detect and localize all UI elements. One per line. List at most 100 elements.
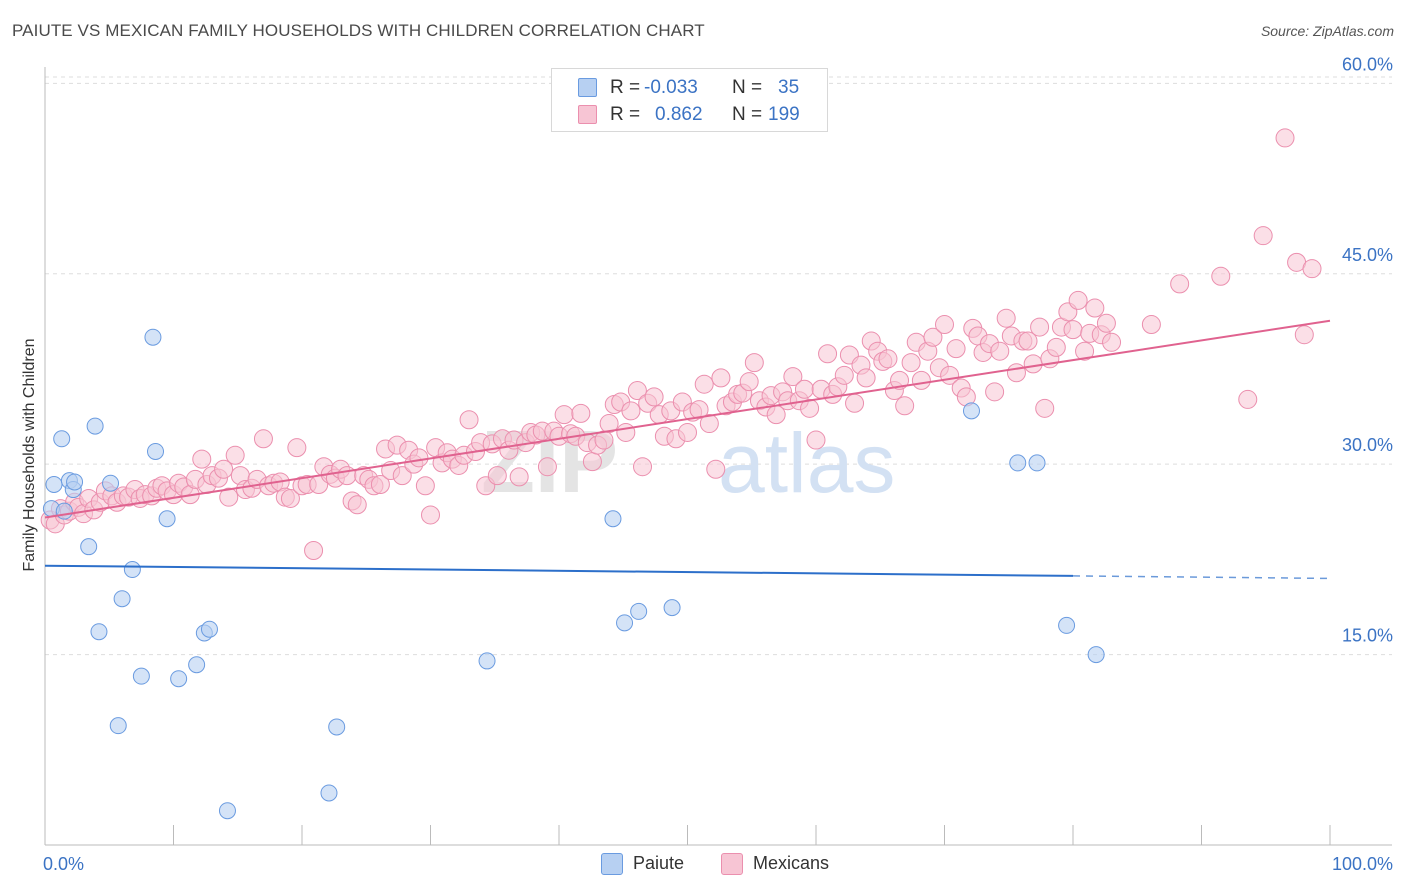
mexicans-point [280, 488, 300, 508]
legend-paiute-n-label: N = [732, 77, 763, 98]
mexicans-point [599, 414, 619, 434]
bottom-mexicans-swatch [721, 853, 743, 875]
mexicans-point [214, 459, 234, 479]
mexicans-point [1068, 290, 1088, 310]
bottom-paiute-label: Paiute [633, 853, 685, 873]
paiute-point [123, 561, 141, 579]
mexicans-point [1141, 315, 1161, 335]
mexicans-point [421, 505, 440, 525]
mexicans-point [800, 398, 820, 418]
mexicans-point [347, 495, 367, 515]
paiute-points [42, 328, 1105, 820]
paiute-point [200, 620, 218, 638]
mexicans-point [806, 430, 826, 450]
mexicans-point [996, 308, 1016, 328]
mexicans-point [794, 379, 814, 399]
paiute-point [132, 667, 150, 685]
paiute-swatch [578, 78, 597, 97]
paiute-point [1087, 646, 1105, 664]
mexicans-point [219, 487, 239, 507]
mexicans-point [1046, 337, 1066, 357]
source-label: Source: ZipAtlas.com [1260, 23, 1394, 39]
paiute-point [170, 670, 188, 688]
paiute-point [1009, 454, 1027, 472]
legend-mexicans-n-label: N = [732, 104, 763, 125]
mexicans-point [1238, 389, 1258, 409]
y-tick-label: 15.0% [1342, 626, 1393, 646]
mexicans-point [1170, 274, 1190, 294]
x-tick-label: 0.0% [43, 854, 84, 874]
mexicans-point [1096, 313, 1116, 333]
paiute-point [113, 590, 131, 608]
mexicans-point [834, 365, 854, 385]
mexicans-point [856, 368, 876, 388]
paiute-point [616, 614, 634, 632]
paiute-point [158, 510, 176, 528]
legend-paiute-r-label: R = [610, 77, 641, 98]
mexicans-point [487, 466, 507, 486]
mexicans-point [744, 353, 764, 373]
paiute-point [320, 784, 338, 802]
watermark-atlas: atlas [718, 416, 895, 510]
paiute-point [1058, 616, 1076, 634]
tick-labels: 15.0% 30.0% 45.0% 60.0% 0.0% 100.0% [43, 54, 1393, 874]
paiute-trend-line [44, 564, 1074, 577]
paiute-point [218, 802, 236, 820]
mexicans-point [990, 341, 1010, 361]
trend-lines [44, 319, 1331, 580]
mexicans-point [1294, 325, 1314, 345]
mexicans-point [627, 381, 647, 401]
paiute-point [962, 402, 980, 420]
chart-title: PAIUTE VS MEXICAN FAMILY HOUSEHOLDS WITH… [12, 21, 705, 40]
paiute-point [90, 623, 108, 641]
y-tick-label: 45.0% [1342, 245, 1393, 265]
mexicans-point [699, 414, 719, 434]
mexicans-point [571, 403, 591, 423]
paiute-point [663, 599, 681, 617]
mexicans-point [946, 339, 966, 359]
mexicans-point [1075, 341, 1095, 361]
paiute-point [1028, 454, 1046, 472]
paiute-point [53, 430, 71, 448]
mexicans-point [1302, 259, 1322, 279]
mexicans-point [1102, 332, 1122, 352]
paiute-point [604, 510, 622, 528]
paiute-point [80, 538, 98, 556]
mexicans-point [621, 401, 641, 421]
bottom-mexicans-label: Mexicans [753, 853, 830, 873]
y-tick-label: 30.0% [1342, 435, 1393, 455]
mexicans-point [1063, 320, 1083, 340]
mexicans-point [783, 367, 803, 387]
paiute-point [328, 718, 346, 736]
mexicans-point [923, 327, 943, 347]
mexicans-point [415, 476, 435, 496]
mexicans-point [1018, 331, 1038, 351]
legend-paiute-r-value: -0.033 [644, 77, 698, 98]
mexicans-point [1275, 128, 1295, 148]
axes [44, 67, 1392, 846]
mexicans-point [1085, 298, 1105, 318]
legend-paiute-n-value: 35 [778, 77, 800, 98]
mexicans-point [890, 370, 910, 390]
paiute-point [144, 328, 162, 346]
mexicans-point [1211, 266, 1231, 286]
mexicans-point [304, 540, 324, 560]
paiute-point [102, 474, 120, 492]
bottom-paiute-swatch [601, 853, 623, 875]
mexicans-swatch [578, 105, 597, 124]
mexicans-point [689, 400, 709, 420]
mexicans-point [459, 410, 479, 430]
mexicans-point [253, 429, 273, 449]
mexicans-point [509, 467, 529, 487]
legend-mexicans-r-value: 0.862 [655, 104, 703, 125]
mexicans-point [678, 422, 697, 442]
y-tick-label: 60.0% [1342, 54, 1393, 74]
mexicans-point [878, 349, 898, 369]
mexicans-point [537, 457, 557, 477]
mexicans-point [1023, 354, 1043, 374]
mexicans-point [287, 438, 307, 458]
mexicans-point [694, 374, 714, 394]
paiute-point [630, 602, 648, 620]
mexicans-point [911, 370, 931, 390]
